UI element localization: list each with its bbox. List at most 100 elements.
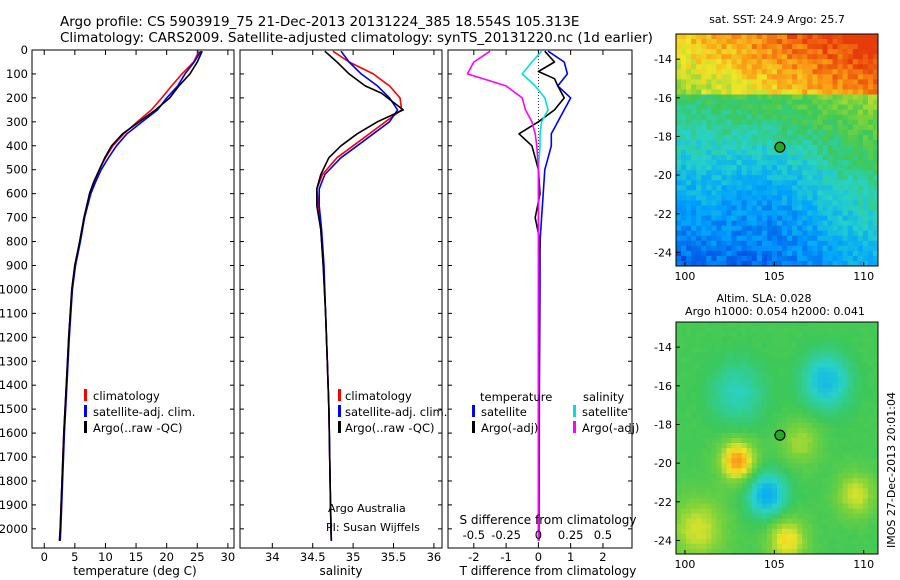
- heatmap-cell: [817, 255, 823, 262]
- argo-position-marker: [774, 429, 786, 441]
- heatmap-cell: [787, 134, 793, 141]
- heatmap-cell: [857, 69, 864, 75]
- heatmap-cell: [857, 200, 864, 206]
- salinity-legend: climatology satellite-adj. clim. Argo(..…: [338, 389, 447, 435]
- heatmap-cell: [842, 104, 849, 111]
- heatmap-cell: [721, 255, 728, 262]
- heatmap-cell: [857, 170, 864, 176]
- heatmap-cell: [706, 443, 712, 449]
- heatmap-cell: [867, 94, 874, 101]
- heatmap-cell: [686, 422, 692, 429]
- heatmap-cell: [681, 240, 687, 247]
- heatmap-cell: [726, 255, 733, 262]
- heatmap-cell: [807, 518, 813, 525]
- heatmap-cell: [873, 170, 878, 176]
- heatmap-cell: [726, 533, 733, 540]
- heatmap-cell: [862, 139, 869, 146]
- heatmap-cell: [706, 392, 712, 399]
- heatmap-cell: [746, 69, 753, 75]
- heatmap-cell: [686, 377, 692, 384]
- heatmap-cell: [847, 443, 854, 449]
- heatmap-cell: [772, 215, 778, 222]
- heatmap-cell: [812, 407, 818, 414]
- heatmap-cell: [696, 332, 702, 338]
- heatmap-cell: [711, 89, 717, 96]
- heatmap-cell: [691, 49, 697, 55]
- heatmap-cell: [847, 327, 854, 333]
- heatmap-cell: [736, 155, 743, 161]
- heatmap-cell: [696, 44, 702, 50]
- heatmap-cell: [822, 230, 829, 237]
- heatmap-cell: [837, 240, 844, 247]
- heatmap-cell: [772, 99, 778, 106]
- heatmap-cell: [686, 39, 692, 45]
- heatmap-cell: [802, 417, 808, 424]
- heatmap-cell: [842, 407, 849, 414]
- heatmap-cell: [756, 250, 763, 257]
- heatmap-cell: [721, 165, 728, 171]
- heatmap-cell: [812, 478, 818, 484]
- heatmap-cell: [777, 372, 783, 378]
- heatmap-cell: [691, 327, 697, 333]
- heatmap-cell: [686, 114, 692, 121]
- heatmap-cell: [756, 538, 763, 545]
- heatmap-cell: [792, 387, 798, 394]
- heatmap-cell: [857, 362, 864, 368]
- heatmap-cell: [676, 155, 682, 161]
- y-tick-label: 0: [21, 43, 28, 57]
- heatmap-cell: [873, 417, 878, 424]
- heatmap-cell: [782, 225, 788, 232]
- heatmap-cell: [772, 407, 778, 414]
- heatmap-cell: [837, 337, 844, 343]
- heatmap-cell: [787, 493, 793, 500]
- heatmap-cell: [857, 488, 864, 494]
- heatmap-cell: [782, 357, 788, 363]
- heatmap-cell: [696, 134, 702, 141]
- heatmap-cell: [837, 433, 844, 439]
- heatmap-cell: [832, 352, 839, 358]
- heatmap-cell: [847, 463, 854, 469]
- heatmap-cell: [847, 488, 854, 494]
- heatmap-cell: [772, 528, 778, 535]
- heatmap-cell: [741, 145, 748, 151]
- heatmap-cell: [696, 49, 702, 55]
- heatmap-cell: [726, 89, 733, 96]
- heatmap-cell: [867, 124, 874, 131]
- heatmap-cell: [852, 402, 859, 409]
- heatmap-cell: [726, 165, 733, 171]
- heatmap-cell: [792, 89, 798, 96]
- heatmap-cell: [756, 150, 763, 156]
- heatmap-cell: [802, 493, 808, 500]
- heatmap-cell: [787, 150, 793, 156]
- heatmap-cell: [756, 372, 763, 378]
- heatmap-cell: [812, 220, 818, 227]
- heatmap-cell: [686, 407, 692, 414]
- heatmap-cell: [711, 478, 717, 484]
- heatmap-cell: [807, 220, 813, 227]
- heatmap-cell: [772, 210, 778, 217]
- heatmap-cell: [741, 538, 748, 545]
- heatmap-cell: [716, 99, 722, 106]
- heatmap-cell: [787, 49, 793, 55]
- heatmap-cell: [873, 407, 878, 414]
- heatmap-cell: [873, 372, 878, 378]
- heatmap-cell: [792, 392, 798, 399]
- heatmap-cell: [756, 195, 763, 201]
- heatmap-cell: [787, 322, 793, 328]
- heatmap-cell: [857, 448, 864, 454]
- argo-position-marker: [774, 141, 786, 153]
- heatmap-cell: [766, 64, 773, 70]
- heatmap-cell: [822, 412, 829, 419]
- heatmap-cell: [766, 322, 773, 328]
- heatmap-cell: [741, 180, 748, 186]
- heatmap-cell: [797, 352, 803, 358]
- heatmap-cell: [817, 64, 823, 70]
- heatmap-cell: [857, 538, 864, 545]
- heatmap-cell: [782, 245, 788, 252]
- heatmap-cell: [711, 205, 717, 212]
- heatmap-cell: [812, 453, 818, 459]
- heatmap-cell: [852, 498, 859, 505]
- legend-swatch-satellite: [84, 405, 87, 417]
- heatmap-cell: [792, 367, 798, 373]
- heatmap-cell: [691, 453, 697, 459]
